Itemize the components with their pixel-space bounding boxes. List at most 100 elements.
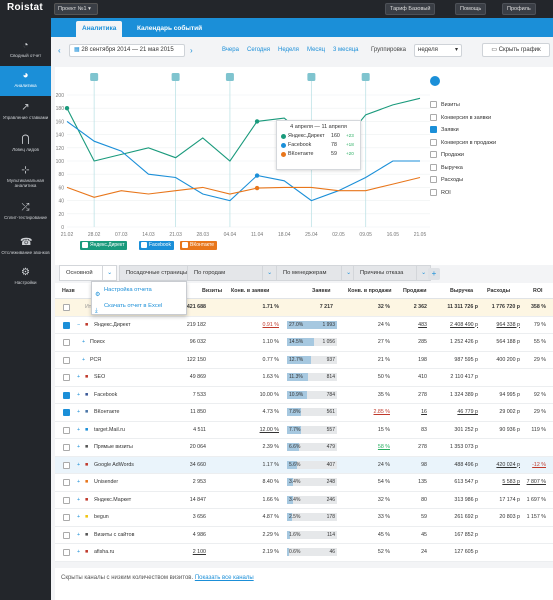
row-checkbox[interactable]	[63, 321, 70, 329]
series-tag-yandex[interactable]: Яндекс.Директ	[80, 241, 128, 250]
expand-icon[interactable]: +	[82, 339, 86, 345]
tariff-button[interactable]: Тариф Базовый	[385, 3, 436, 15]
expand-icon[interactable]: +	[77, 549, 81, 555]
col-revenue[interactable]: Выручка	[450, 288, 474, 294]
period-month[interactable]: Месяц	[307, 47, 326, 53]
row-checkbox[interactable]	[63, 479, 70, 486]
hide-chart-button[interactable]: ▭ Скрыть график	[482, 43, 550, 57]
date-range-picker[interactable]: ▦ 28 сентября 2014 — 21 мая 2015	[69, 44, 185, 57]
sidebar-item[interactable]: ⚙ Настройки	[0, 263, 51, 293]
metric-toggle[interactable]: Расходы	[430, 176, 496, 189]
project-select[interactable]: Проект №1 ▾	[54, 3, 98, 15]
period-week[interactable]: Неделя	[278, 47, 299, 53]
metric-toggle[interactable]: Продажи	[430, 151, 496, 164]
row-checkbox[interactable]	[63, 426, 70, 434]
metric-toggle[interactable]: ROI	[430, 188, 496, 202]
grouping-select[interactable]: неделя ▾	[414, 44, 462, 57]
report-tab-reasons[interactable]: Причины отказа ⌄	[353, 265, 431, 281]
col-costs[interactable]: Расходы	[487, 288, 511, 294]
sidebar-item[interactable]: ◕ Аналитика	[0, 66, 51, 96]
table-row[interactable]: + ■ begun 3 656 4.87 % 2.5% 178 33 % 59 261 692 р…	[55, 509, 553, 527]
report-tab-main[interactable]: Основной ⌄	[59, 265, 117, 281]
period-today[interactable]: Сегодня	[247, 47, 270, 53]
table-row[interactable]: + ■ Google AdWords 34 660 1.17 % 5.6% 407 24 % 9…	[55, 456, 553, 474]
tab-analytics[interactable]: Аналитика	[76, 21, 123, 37]
table-row[interactable]: − ■ Яндекс.Директ 219 182 0.91 % 27.0% 1 993 24…	[55, 316, 553, 334]
event-marker[interactable]	[225, 73, 234, 81]
row-checkbox[interactable]	[63, 391, 70, 399]
metric-toggle[interactable]: Конверсия в заявки	[430, 113, 496, 127]
add-tab-button[interactable]: +	[428, 268, 440, 280]
prev-period-icon[interactable]: ‹	[58, 46, 61, 55]
period-yesterday[interactable]: Вчера	[222, 47, 239, 53]
col-name[interactable]: Назв	[62, 288, 75, 294]
table-row[interactable]: + ■ Unisender 2 953 8.40 % 3.4% 248 54 % 135 613 …	[55, 474, 553, 492]
table-row[interactable]: + ■ ВКонтакте 11 850 4.73 % 7.8% 561 2.85 % 16 46…	[55, 404, 553, 422]
row-checkbox[interactable]	[63, 514, 70, 521]
event-marker[interactable]	[90, 73, 99, 81]
col-sales[interactable]: Продажи	[403, 288, 427, 294]
sidebar-item[interactable]: ◔ Сводный отчет	[0, 36, 51, 66]
event-marker[interactable]	[171, 73, 180, 81]
collapse-icon[interactable]: −	[77, 321, 81, 328]
show-all-channels-link[interactable]: Показать все каналы	[194, 575, 254, 581]
row-checkbox[interactable]	[63, 409, 70, 416]
expand-icon[interactable]: +	[82, 356, 86, 363]
expand-icon[interactable]: +	[77, 531, 81, 538]
series-tag-facebook[interactable]: Facebook	[139, 241, 174, 250]
sidebar-item[interactable]: ⊹ Мультиканальная аналитика	[0, 161, 51, 191]
expand-icon[interactable]: +	[77, 479, 81, 485]
col-conv-sales[interactable]: Конв. в продажи	[348, 288, 392, 294]
expand-icon[interactable]: +	[77, 374, 81, 380]
series-tag-vk[interactable]: ВКонтакте	[180, 241, 218, 250]
metric-toggle[interactable]: Заявки	[430, 126, 496, 139]
col-leads[interactable]: Заявки	[312, 288, 331, 294]
chevron-down-icon[interactable]: ⌄	[262, 266, 276, 280]
expand-icon[interactable]: +	[77, 496, 81, 503]
chevron-down-icon[interactable]: ⌄	[341, 266, 355, 280]
event-marker[interactable]	[361, 73, 370, 81]
expand-icon[interactable]: +	[77, 514, 81, 520]
chevron-down-icon[interactable]: ⌄	[102, 266, 116, 280]
sidebar-item[interactable]: ⤮ Сплит-тестирование	[0, 198, 51, 228]
chevron-down-icon[interactable]: ⌄	[416, 266, 430, 280]
table-row[interactable]: + РСЯ 122 150 0.77 % 12.7% 937 21 % 198 987 595 …	[55, 351, 553, 369]
event-marker[interactable]	[307, 73, 316, 81]
expand-icon[interactable]: +	[77, 409, 81, 415]
col-visits[interactable]: Визиты	[202, 288, 223, 294]
row-checkbox[interactable]	[63, 339, 70, 346]
row-checkbox[interactable]	[63, 304, 70, 311]
table-row[interactable]: + ■ target.Mail.ru 4 511 12.00 % 7.7% 557 15 % 8…	[55, 421, 553, 439]
row-checkbox[interactable]	[63, 549, 70, 556]
row-checkbox[interactable]	[63, 531, 70, 539]
table-row[interactable]: + ■ SEO 49 869 1.63 % 11.3% 814 50 % 410 2 110 41…	[55, 369, 553, 387]
table-row[interactable]: + ■ Facebook 7 533 10.00 % 10.9% 784 35 % 278 1 3…	[55, 386, 553, 404]
report-tab-managers[interactable]: По менеджерам ⌄	[276, 265, 356, 281]
col-conv-leads[interactable]: Конв. в заявки	[231, 288, 270, 294]
row-checkbox[interactable]	[63, 356, 70, 364]
sidebar-item[interactable]: ☎ Отслеживание звонков	[0, 233, 51, 263]
col-roi[interactable]: ROI	[533, 288, 543, 294]
row-checkbox[interactable]	[63, 374, 70, 381]
profile-button[interactable]: Профиль	[502, 3, 536, 15]
help-button[interactable]: Помощь	[455, 3, 487, 15]
expand-icon[interactable]: +	[77, 391, 81, 398]
next-period-icon[interactable]: ›	[190, 46, 193, 55]
row-checkbox[interactable]	[63, 496, 70, 504]
table-row[interactable]: + ■ afisha.ru 2 100 2.19 % 0.6% 46 52 % 24 127 60…	[55, 544, 553, 562]
table-row[interactable]: + Поиск 96 032 1.10 % 14.5% 1 056 27 % 285 1 252…	[55, 334, 553, 352]
report-tab-cities[interactable]: По городам ⌄	[187, 265, 277, 281]
expand-icon[interactable]: +	[77, 426, 81, 433]
sidebar-item[interactable]: ⋂ Ловец лидов	[0, 130, 51, 160]
table-row[interactable]: + ■ Яндекс.Маркет 14 847 1.66 % 3.4% 246 32 % 80…	[55, 491, 553, 509]
metric-toggle[interactable]: Конверсия в продажи	[430, 138, 496, 152]
table-row[interactable]: + ■ Прямые визиты 20 064 2.39 % 6.6% 479 58 % 27…	[55, 439, 553, 457]
table-row[interactable]: + ■ Визиты с сайтов 4 986 2.29 % 1.6% 114 45 % 4…	[55, 526, 553, 544]
metric-toggle[interactable]: Визиты	[430, 101, 496, 114]
tab-calendar[interactable]: Календарь событий	[137, 25, 203, 32]
row-checkbox[interactable]	[63, 444, 70, 451]
expand-icon[interactable]: +	[77, 444, 81, 450]
row-checkbox[interactable]	[63, 461, 70, 469]
download-excel-item[interactable]: ⤓ Скачать отчет в Excel	[92, 298, 186, 314]
metric-toggle[interactable]: Выручка	[430, 163, 496, 177]
